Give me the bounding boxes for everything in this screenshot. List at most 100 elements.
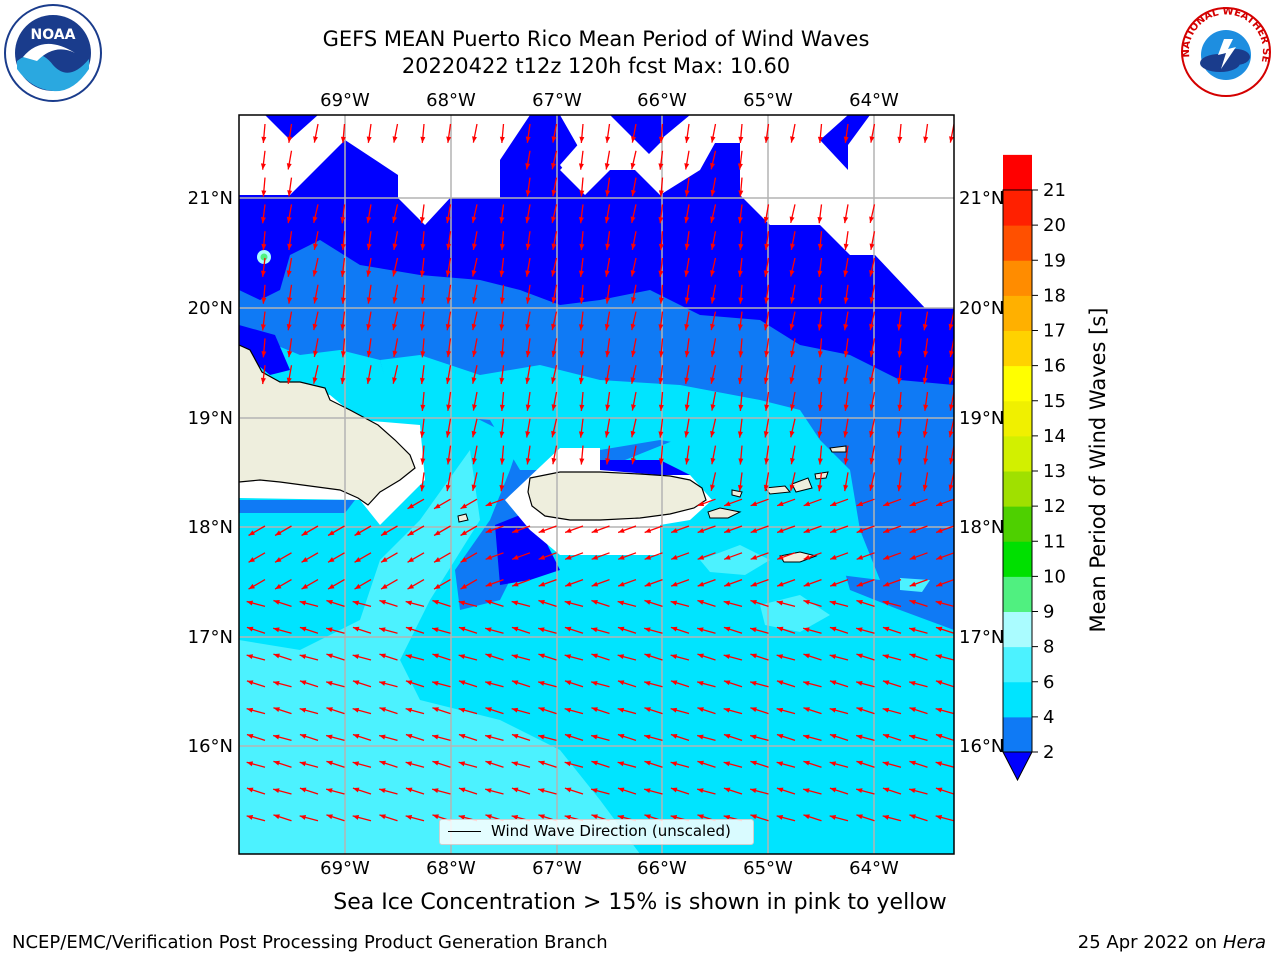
- wind-wave-arrow-head: [829, 680, 837, 686]
- wind-wave-arrow-head: [710, 189, 716, 197]
- wind-wave-arrow-head: [803, 627, 810, 633]
- wind-wave-arrow-head: [750, 681, 757, 686]
- wind-wave-arrow-head: [551, 350, 557, 358]
- wind-wave-arrow-head: [684, 458, 690, 465]
- longitude-label: 69°W: [320, 90, 370, 111]
- wind-wave-arrow-head: [882, 600, 890, 606]
- wind-wave-arrow-head: [405, 600, 413, 606]
- wind-wave-arrow-head: [750, 653, 757, 659]
- wind-wave-arrow-head: [710, 162, 716, 170]
- wind-wave-arrow-head: [684, 377, 690, 384]
- wind-wave-arrow-head: [723, 815, 731, 820]
- wind-wave-arrow-head: [789, 216, 795, 223]
- wind-wave-arrow-head: [737, 484, 743, 492]
- wind-wave-arrow-head: [869, 243, 875, 250]
- wind-wave-arrow-head: [803, 707, 810, 712]
- colorbar-tick-label: 6: [1043, 672, 1054, 693]
- wind-wave-arrow-head: [538, 653, 545, 659]
- wind-wave-arrow-head: [631, 350, 636, 358]
- wind-wave-arrow-head: [710, 484, 716, 491]
- wind-wave-arrow-head: [658, 243, 664, 251]
- wind-wave-arrow-head: [246, 600, 254, 606]
- wind-wave-arrow-head: [286, 377, 292, 384]
- wind-wave-arrow-head: [882, 761, 890, 767]
- wind-wave-arrow-head: [352, 734, 360, 739]
- wind-wave-arrow-head: [817, 270, 823, 277]
- longitude-label: 69°W: [320, 858, 370, 879]
- wave-period-region-2-4: [239, 500, 355, 513]
- wind-wave-arrow-head: [485, 814, 492, 820]
- wind-wave-arrow-head: [897, 458, 903, 465]
- wind-wave-arrow-head: [658, 136, 664, 143]
- wind-wave-arrow-head: [604, 270, 610, 277]
- wind-wave-arrow-head: [948, 377, 954, 384]
- wind-wave-arrow-head: [273, 788, 280, 794]
- wind-wave-arrow-head: [605, 350, 611, 358]
- wind-wave-arrow-head: [803, 814, 810, 820]
- wind-wave-arrow-head: [419, 484, 425, 492]
- wind-wave-arrow-head: [591, 627, 598, 633]
- wind-wave-arrow-head: [299, 654, 307, 660]
- wind-wave-arrow-head: [710, 297, 716, 304]
- wind-wave-arrow-head: [551, 404, 557, 411]
- latitude-label: 19°N: [188, 408, 233, 429]
- wind-wave-arrow-head: [658, 270, 664, 277]
- wind-wave-arrow-head: [460, 503, 467, 509]
- colorbar-tick-label: 9: [1043, 602, 1054, 623]
- wind-wave-arrow-head: [829, 654, 837, 660]
- wind-wave-arrow-head: [817, 431, 823, 438]
- wind-wave-arrow-head: [830, 501, 837, 506]
- colorbar-title: Mean Period of Wind Waves [s]: [1086, 307, 1110, 633]
- wind-wave-arrow-head: [352, 626, 360, 632]
- footer-date: 25 Apr 2022 on Hera: [1078, 932, 1266, 953]
- wind-wave-arrow-head: [434, 530, 441, 536]
- wind-wave-arrow-head: [658, 377, 664, 385]
- wind-wave-arrow-head: [644, 581, 652, 587]
- wind-wave-arrow-head: [564, 815, 572, 820]
- wind-wave-arrow-head: [525, 270, 531, 277]
- wind-wave-arrow-head: [299, 787, 307, 793]
- longitude-label: 68°W: [426, 90, 476, 111]
- wind-wave-arrow-head: [286, 216, 292, 224]
- wind-wave-arrow-head: [763, 323, 769, 331]
- wind-wave-arrow-head: [697, 653, 704, 659]
- wind-wave-arrow-head: [419, 216, 425, 224]
- wind-wave-arrow-head: [644, 600, 651, 605]
- wind-wave-arrow-head: [936, 501, 943, 506]
- latitude-label: 17°N: [959, 627, 1004, 648]
- wind-wave-arrow-head: [630, 377, 636, 384]
- wind-wave-arrow-head: [776, 600, 784, 606]
- wind-wave-arrow-head: [817, 351, 823, 358]
- wind-wave-arrow-head: [897, 404, 903, 411]
- colorbar-segment: [1003, 435, 1032, 472]
- wind-wave-arrow-head: [697, 681, 704, 686]
- wind-wave-arrow-head: [591, 681, 598, 686]
- wind-wave-arrow-head: [750, 600, 757, 605]
- wind-wave-arrow-head: [301, 557, 308, 563]
- wind-wave-arrow-head: [565, 528, 572, 533]
- wind-wave-arrow-head: [525, 350, 531, 358]
- wind-wave-arrow-head: [618, 581, 625, 587]
- wind-wave-arrow-head: [511, 626, 519, 632]
- wind-wave-arrow-head: [631, 297, 636, 304]
- wind-wave-arrow-head: [407, 583, 414, 590]
- wind-wave-arrow-head: [512, 554, 519, 560]
- wind-wave-arrow-head: [340, 216, 346, 224]
- wind-wave-arrow-head: [275, 557, 282, 563]
- wind-wave-arrow-head: [909, 814, 916, 820]
- colorbar-tick-label: 10: [1043, 566, 1066, 587]
- wind-wave-arrow-head: [777, 581, 784, 587]
- wind-wave-arrow-head: [564, 600, 572, 606]
- wind-wave-arrow-head: [551, 216, 557, 223]
- wind-wave-arrow-head: [617, 626, 625, 632]
- wind-wave-arrow-head: [617, 734, 625, 739]
- wind-wave-arrow-head: [246, 626, 254, 632]
- wind-wave-arrow-head: [776, 654, 784, 660]
- wind-wave-arrow-head: [750, 501, 758, 506]
- wind-wave-arrow-head: [737, 324, 743, 331]
- longitude-label: 68°W: [426, 858, 476, 879]
- wind-wave-arrow-head: [684, 431, 690, 438]
- wind-wave-arrow-head: [737, 216, 743, 224]
- wind-wave-arrow-head: [392, 270, 398, 277]
- wind-wave-arrow-head: [803, 681, 810, 686]
